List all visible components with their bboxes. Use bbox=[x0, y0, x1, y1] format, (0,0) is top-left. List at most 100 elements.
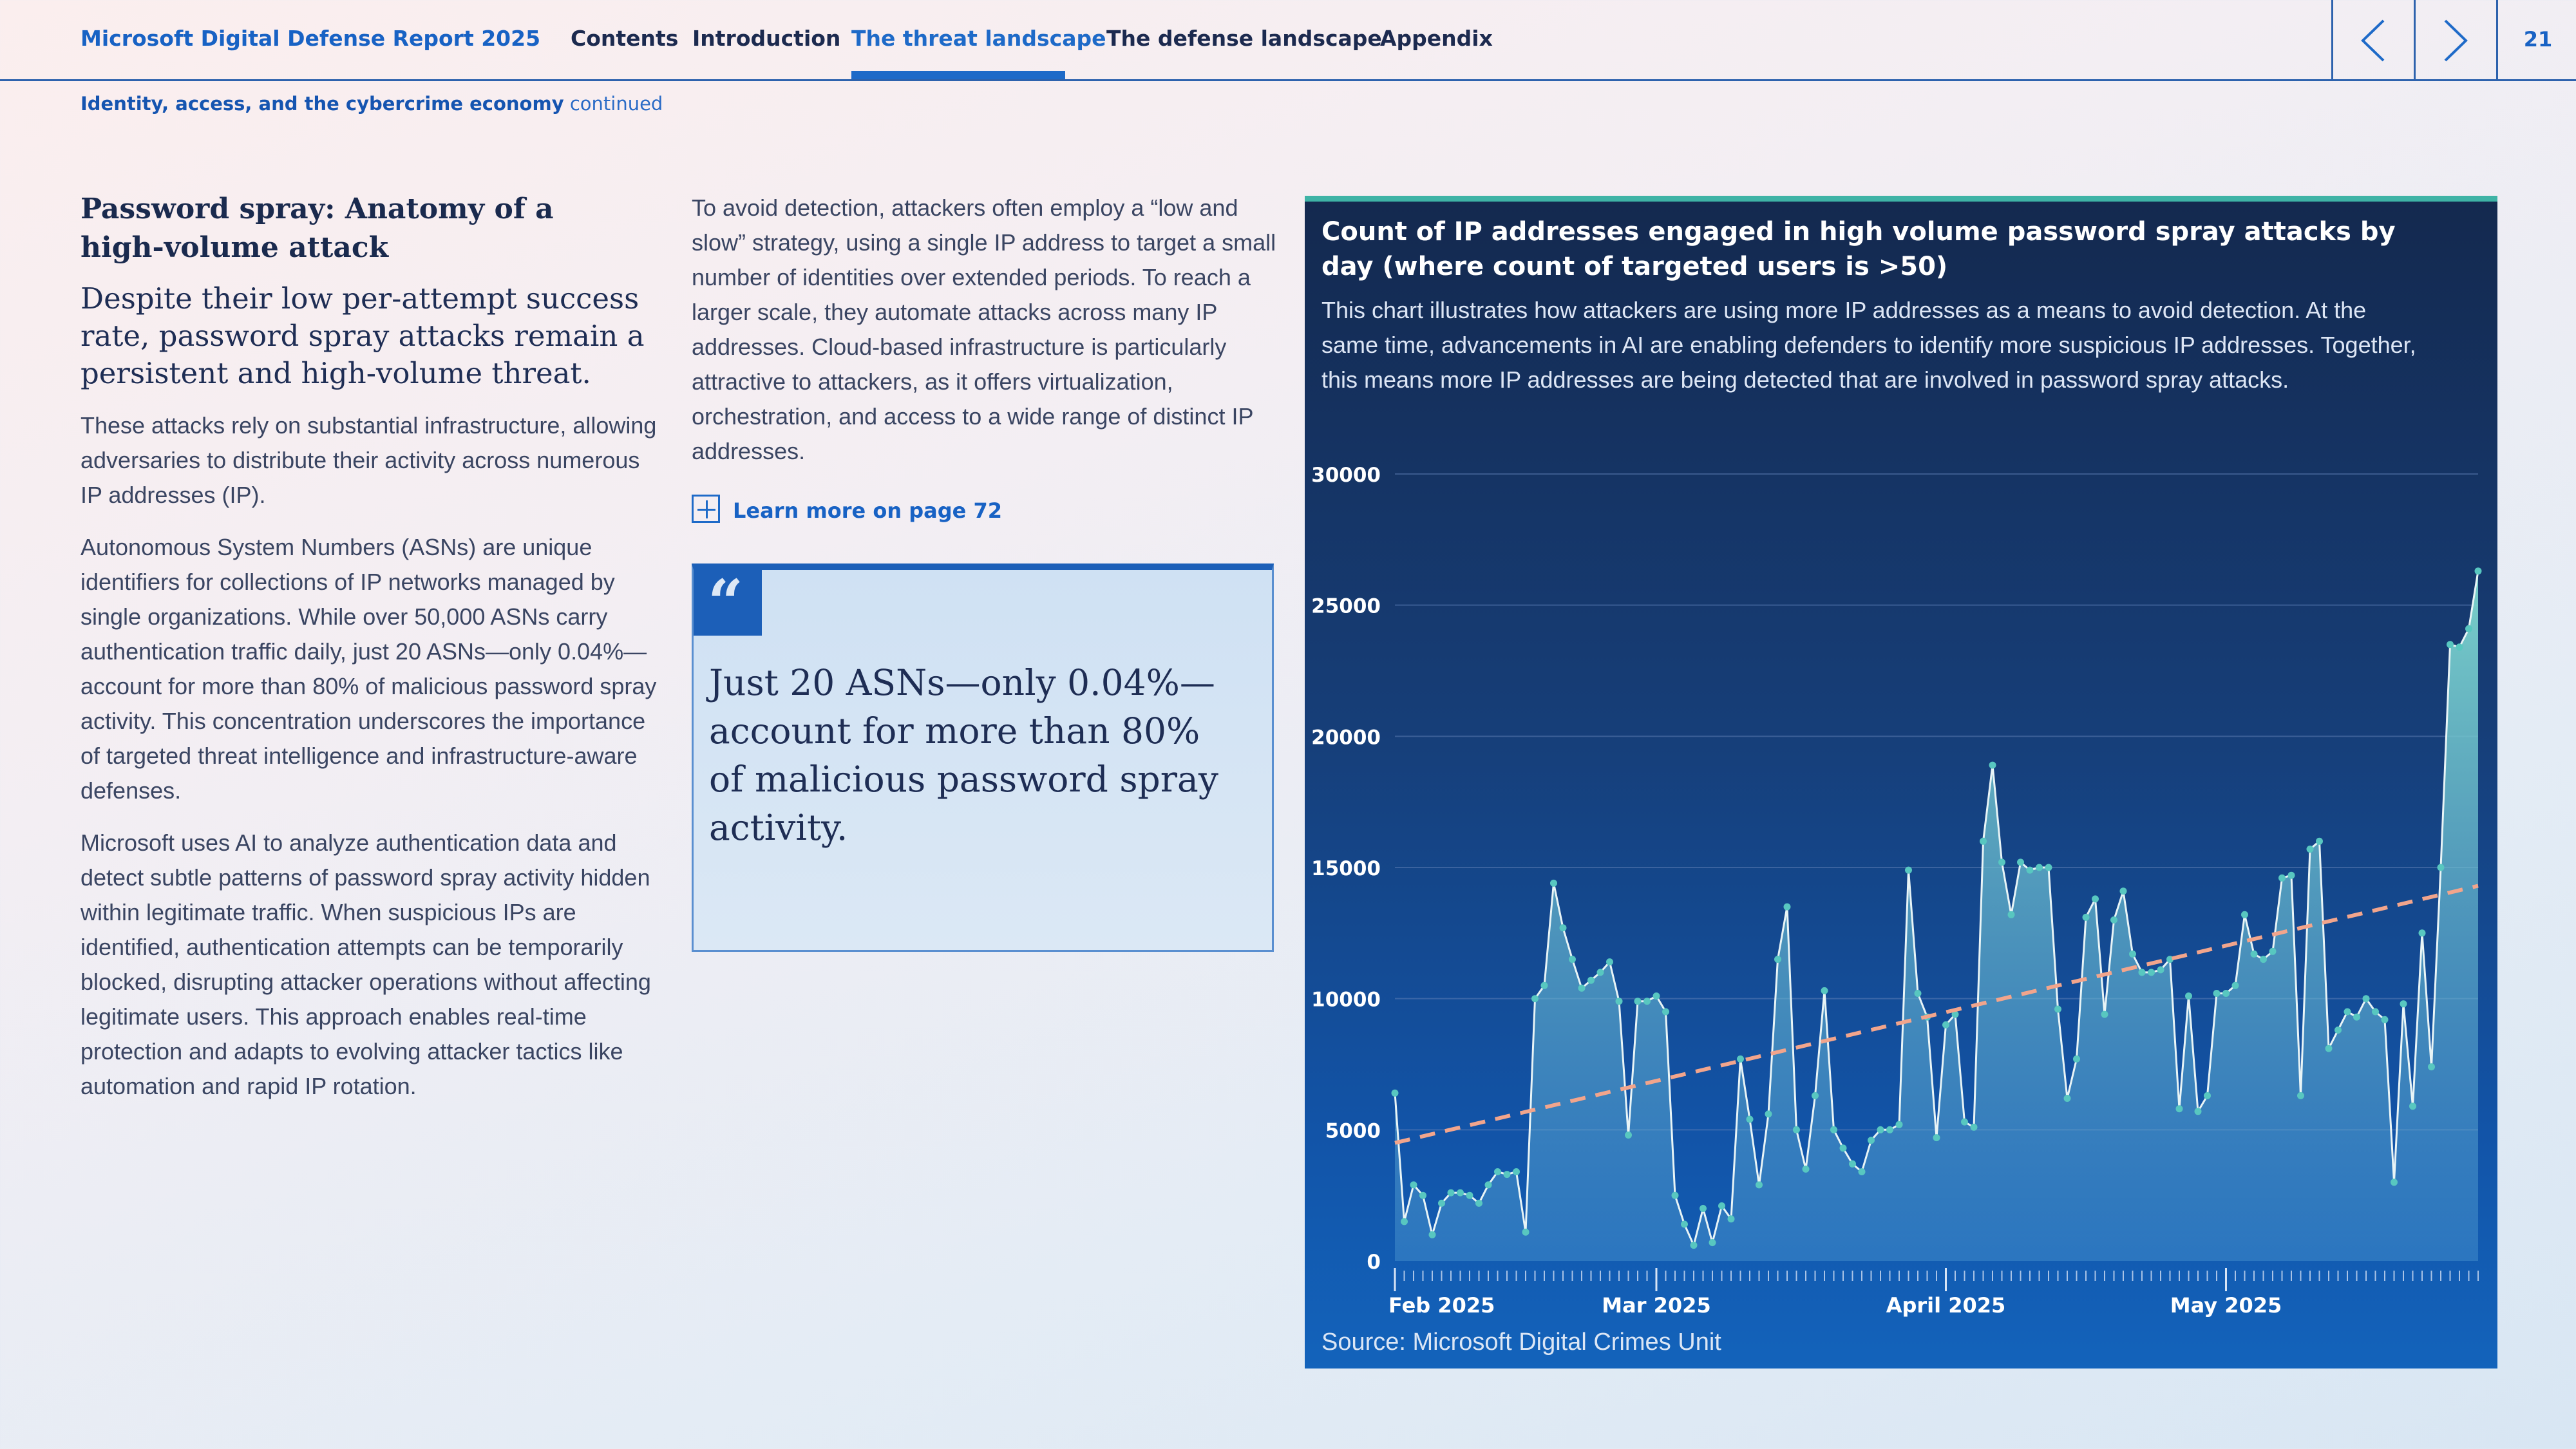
pull-quote-text: Just 20 ASNs—only 0.04%—account for more… bbox=[709, 662, 1218, 848]
x-tick-label: Mar 2025 bbox=[1602, 1293, 1710, 1318]
y-tick-label: 15000 bbox=[1311, 857, 1381, 880]
data-point bbox=[1961, 1118, 1968, 1126]
data-point bbox=[1905, 866, 1912, 874]
data-point bbox=[1634, 998, 1642, 1005]
data-point bbox=[1802, 1165, 1810, 1173]
nav-appendix[interactable]: Appendix bbox=[1380, 26, 1493, 51]
y-tick-label: 20000 bbox=[1311, 726, 1381, 749]
data-point bbox=[2306, 846, 2314, 853]
pull-quote: “ Just 20 ASNs—only 0.04%—account for mo… bbox=[692, 564, 1274, 952]
data-point bbox=[2241, 911, 2248, 918]
data-point bbox=[1513, 1168, 1520, 1175]
paragraph-asns: Autonomous System Numbers (ASNs) are uni… bbox=[80, 534, 657, 804]
data-point bbox=[1877, 1126, 1884, 1133]
data-point bbox=[1653, 992, 1660, 1000]
data-point bbox=[1933, 1134, 1940, 1142]
chart-source: Source: Microsoft Digital Crimes Unit bbox=[1321, 1329, 1721, 1356]
article-heading: Password spray: Anatomy of a high-volume… bbox=[80, 193, 554, 264]
article-lede: Despite their low per-attempt success ra… bbox=[80, 281, 645, 390]
data-point bbox=[1989, 761, 1996, 769]
data-point bbox=[1540, 981, 1548, 989]
data-point bbox=[2287, 871, 2295, 879]
top-nav-bar: Microsoft Digital Defense Report 2025 Co… bbox=[0, 0, 2576, 81]
data-point bbox=[2456, 643, 2463, 651]
data-point bbox=[1783, 903, 1791, 911]
data-point bbox=[2007, 911, 2015, 918]
nav-defense-landscape[interactable]: The defense landscape bbox=[1106, 26, 1382, 51]
data-point bbox=[1746, 1115, 1754, 1123]
data-point bbox=[1942, 1021, 1949, 1028]
learn-more-label: Learn more on page 72 bbox=[733, 498, 1003, 523]
data-point bbox=[2353, 1013, 2360, 1021]
data-point bbox=[2101, 1010, 2108, 1018]
data-point bbox=[1457, 1189, 1464, 1197]
data-point bbox=[1550, 879, 1557, 887]
data-point bbox=[2278, 874, 2286, 882]
data-point bbox=[1401, 1218, 1408, 1226]
data-point bbox=[1419, 1191, 1426, 1199]
nav-contents[interactable]: Contents bbox=[571, 26, 679, 51]
data-point bbox=[2381, 1016, 2389, 1023]
data-point bbox=[2204, 1092, 2211, 1099]
data-point bbox=[1980, 837, 1987, 845]
data-point bbox=[1858, 1168, 1866, 1175]
series-area bbox=[1395, 571, 2478, 1262]
data-point bbox=[1821, 987, 1828, 994]
chart-title: Count of IP addresses engaged in high vo… bbox=[1321, 217, 2396, 281]
next-page-button[interactable] bbox=[2414, 0, 2497, 79]
data-point bbox=[1587, 976, 1595, 984]
data-point bbox=[1410, 1181, 1417, 1189]
data-point bbox=[1737, 1055, 1744, 1063]
data-point bbox=[1625, 1132, 1632, 1139]
ip-count-chart: 0 5000 10000 15000 20000 25000 30000 Feb 2025 Ma… bbox=[1311, 464, 2482, 1318]
data-point bbox=[2213, 990, 2221, 997]
data-point bbox=[1662, 1008, 1669, 1016]
data-point bbox=[1812, 1092, 1819, 1099]
data-point bbox=[1998, 858, 2005, 866]
data-point bbox=[1765, 1110, 1772, 1118]
data-point bbox=[2175, 1105, 2183, 1113]
data-point bbox=[2148, 969, 2155, 976]
data-point bbox=[1868, 1137, 1875, 1144]
data-point bbox=[1793, 1126, 1800, 1133]
x-tick-label: May 2025 bbox=[2170, 1293, 2282, 1318]
data-point bbox=[1578, 984, 1586, 992]
data-point bbox=[2110, 916, 2117, 923]
data-point bbox=[1596, 969, 1604, 976]
page-number-box: 21 bbox=[2496, 0, 2576, 79]
data-point bbox=[1503, 1171, 1511, 1179]
report-title[interactable]: Microsoft Digital Defense Report 2025 bbox=[80, 26, 541, 51]
data-point bbox=[1522, 1228, 1530, 1236]
data-point bbox=[2194, 1108, 2202, 1115]
active-tab-indicator bbox=[851, 71, 1065, 79]
breadcrumb-section: Identity, access, and the cybercrime eco… bbox=[80, 93, 564, 115]
chevron-right-icon bbox=[2444, 19, 2468, 62]
data-point bbox=[1475, 1199, 1482, 1207]
data-point bbox=[2437, 864, 2445, 871]
data-point bbox=[1718, 1202, 1725, 1209]
data-point bbox=[2260, 956, 2267, 963]
data-point bbox=[2372, 1008, 2379, 1016]
data-point bbox=[2045, 864, 2052, 871]
data-point bbox=[2269, 947, 2277, 955]
data-point bbox=[2157, 966, 2164, 974]
data-point bbox=[2054, 1005, 2061, 1013]
chevron-left-icon bbox=[2361, 19, 2385, 62]
nav-threat-landscape[interactable]: The threat landscape bbox=[851, 26, 1106, 51]
data-point bbox=[2325, 1045, 2333, 1052]
data-point bbox=[2250, 950, 2258, 958]
data-point bbox=[2119, 887, 2127, 895]
paragraph-infrastructure: These attacks rely on substantial infras… bbox=[80, 412, 657, 508]
chart-description: This chart illustrates how attackers are… bbox=[1321, 297, 2416, 393]
data-point bbox=[2036, 864, 2043, 871]
data-point bbox=[2297, 1092, 2304, 1099]
previous-page-button[interactable] bbox=[2331, 0, 2414, 79]
data-point bbox=[2447, 641, 2454, 649]
nav-introduction[interactable]: Introduction bbox=[692, 26, 841, 51]
data-point bbox=[2400, 1000, 2407, 1008]
data-point bbox=[1447, 1189, 1455, 1197]
page-number: 21 bbox=[2523, 27, 2553, 52]
data-point bbox=[1756, 1181, 1763, 1189]
data-point bbox=[1709, 1239, 1716, 1246]
data-point bbox=[1569, 956, 1576, 963]
